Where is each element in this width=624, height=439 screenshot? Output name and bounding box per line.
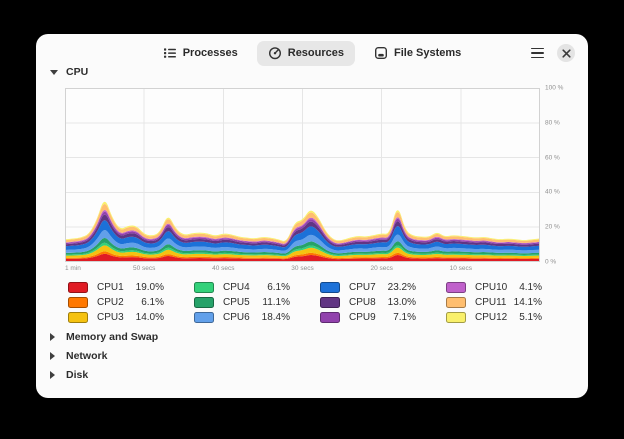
- harddisk-icon: [375, 47, 388, 60]
- cpu-name: CPU6: [223, 312, 250, 323]
- cpu-percent: 14.1%: [513, 297, 542, 308]
- chart-y-axis-labels: 100 % 80 % 60 % 40 % 20 % 0 %: [545, 84, 577, 266]
- legend-row-cpu2: CPU2 6.1%: [68, 295, 164, 310]
- section-network-expander[interactable]: Network: [50, 348, 574, 364]
- legend-row-cpu6: CPU6 18.4%: [194, 310, 290, 325]
- color-swatch-cpu4[interactable]: [194, 282, 214, 293]
- cpu-percent: 11.1%: [262, 297, 290, 308]
- cpu-percent: 5.1%: [519, 312, 542, 323]
- y-axis-tick-label: 100 %: [545, 84, 564, 92]
- cpu-name: CPU9: [349, 312, 376, 323]
- cpu-usage-chart: [65, 88, 540, 262]
- tab-resources[interactable]: Resources: [256, 40, 356, 66]
- color-swatch-cpu6[interactable]: [194, 312, 214, 323]
- hamburger-menu-icon[interactable]: [531, 47, 544, 59]
- legend-row-cpu5: CPU5 11.1%: [194, 295, 290, 310]
- cpu-name: CPU3: [97, 312, 124, 323]
- section-network-label: Network: [66, 350, 108, 362]
- legend-row-cpu11: CPU11 14.1%: [446, 295, 542, 310]
- y-axis-tick-label: 20 %: [545, 223, 560, 231]
- color-swatch-cpu12[interactable]: [446, 312, 466, 323]
- tab-label: Processes: [182, 47, 238, 59]
- close-button[interactable]: [557, 44, 575, 62]
- cpu-name: CPU1: [97, 282, 124, 293]
- cpu-percent: 4.1%: [519, 282, 542, 293]
- cpu-name: CPU2: [97, 297, 124, 308]
- legend-row-cpu8: CPU8 13.0%: [320, 295, 416, 310]
- cpu-name: CPU5: [223, 297, 250, 308]
- cpu-name: CPU4: [223, 282, 250, 293]
- x-axis-tick-label: 20 secs: [370, 265, 393, 272]
- cpu-percent: 18.4%: [261, 312, 290, 323]
- x-axis-tick-label: 40 secs: [212, 265, 235, 272]
- legend-row-cpu1: CPU1 19.0%: [68, 280, 164, 295]
- x-axis-tick-label: 1 min: [65, 265, 81, 272]
- chevron-down-icon: [50, 69, 58, 75]
- y-axis-tick-label: 0 %: [545, 258, 557, 266]
- cpu-legend: CPU1 19.0% CPU2 6.1% CPU3 14.0% CPU4 6.1% CPU5 11…: [68, 280, 542, 325]
- section-memory-expander[interactable]: Memory and Swap: [50, 329, 574, 345]
- legend-row-cpu4: CPU4 6.1%: [194, 280, 290, 295]
- color-swatch-cpu1[interactable]: [68, 282, 88, 293]
- legend-row-cpu12: CPU12 5.1%: [446, 310, 542, 325]
- tab-file-systems[interactable]: File Systems: [363, 41, 472, 66]
- color-swatch-cpu2[interactable]: [68, 297, 88, 308]
- process-list-icon: [163, 48, 176, 58]
- x-axis-tick-label: 50 secs: [132, 265, 156, 272]
- tab-processes[interactable]: Processes: [152, 41, 249, 66]
- window-controls: [531, 43, 575, 63]
- view-switcher: Processes Resources File Systems: [36, 40, 588, 66]
- legend-column: CPU1 19.0% CPU2 6.1% CPU3 14.0%: [68, 280, 164, 325]
- system-monitor-window: Processes Resources File Systems: [36, 34, 588, 398]
- cpu-percent: 6.1%: [141, 297, 164, 308]
- cpu-percent: 6.1%: [267, 282, 290, 293]
- cpu-name: CPU10: [475, 282, 508, 293]
- tab-label: Resources: [287, 47, 345, 59]
- color-swatch-cpu5[interactable]: [194, 297, 214, 308]
- legend-row-cpu9: CPU9 7.1%: [320, 310, 416, 325]
- legend-column: CPU10 4.1% CPU11 14.1% CPU12 5.1%: [446, 280, 542, 325]
- chevron-right-icon: [50, 352, 55, 360]
- color-swatch-cpu9[interactable]: [320, 312, 340, 323]
- section-cpu-expander[interactable]: CPU: [50, 64, 574, 80]
- speedometer-icon: [268, 47, 281, 60]
- close-icon: [561, 48, 571, 58]
- cpu-name: CPU11: [475, 297, 507, 308]
- cpu-percent: 19.0%: [135, 282, 164, 293]
- cpu-percent: 23.2%: [387, 282, 416, 293]
- section-disk-label: Disk: [66, 369, 89, 381]
- x-axis-tick-label: 30 secs: [291, 265, 314, 272]
- color-swatch-cpu7[interactable]: [320, 282, 340, 293]
- y-axis-tick-label: 80 %: [545, 119, 560, 127]
- chevron-right-icon: [50, 371, 55, 379]
- legend-column: CPU7 23.2% CPU8 13.0% CPU9 7.1%: [320, 280, 416, 325]
- section-cpu-label: CPU: [66, 66, 89, 78]
- chart-x-axis-labels: 1 min 50 secs 40 secs 30 secs 20 secs 10 secs: [65, 265, 540, 275]
- cpu-name: CPU7: [349, 282, 376, 293]
- legend-row-cpu7: CPU7 23.2%: [320, 280, 416, 295]
- legend-row-cpu10: CPU10 4.1%: [446, 280, 542, 295]
- chevron-right-icon: [50, 333, 55, 341]
- cpu-percent: 14.0%: [135, 312, 164, 323]
- color-swatch-cpu8[interactable]: [320, 297, 340, 308]
- legend-row-cpu3: CPU3 14.0%: [68, 310, 164, 325]
- section-memory-label: Memory and Swap: [66, 331, 159, 343]
- x-axis-tick-label: 10 secs: [449, 265, 473, 272]
- cpu-percent: 7.1%: [393, 312, 416, 323]
- color-swatch-cpu11[interactable]: [446, 297, 466, 308]
- color-swatch-cpu3[interactable]: [68, 312, 88, 323]
- tab-label: File Systems: [394, 47, 462, 59]
- legend-column: CPU4 6.1% CPU5 11.1% CPU6 18.4%: [194, 280, 290, 325]
- cpu-name: CPU8: [349, 297, 376, 308]
- section-disk-expander[interactable]: Disk: [50, 367, 574, 383]
- y-axis-tick-label: 60 %: [545, 154, 560, 162]
- cpu-percent: 13.0%: [387, 297, 416, 308]
- color-swatch-cpu10[interactable]: [446, 282, 466, 293]
- cpu-name: CPU12: [475, 312, 508, 323]
- y-axis-tick-label: 40 %: [545, 188, 560, 196]
